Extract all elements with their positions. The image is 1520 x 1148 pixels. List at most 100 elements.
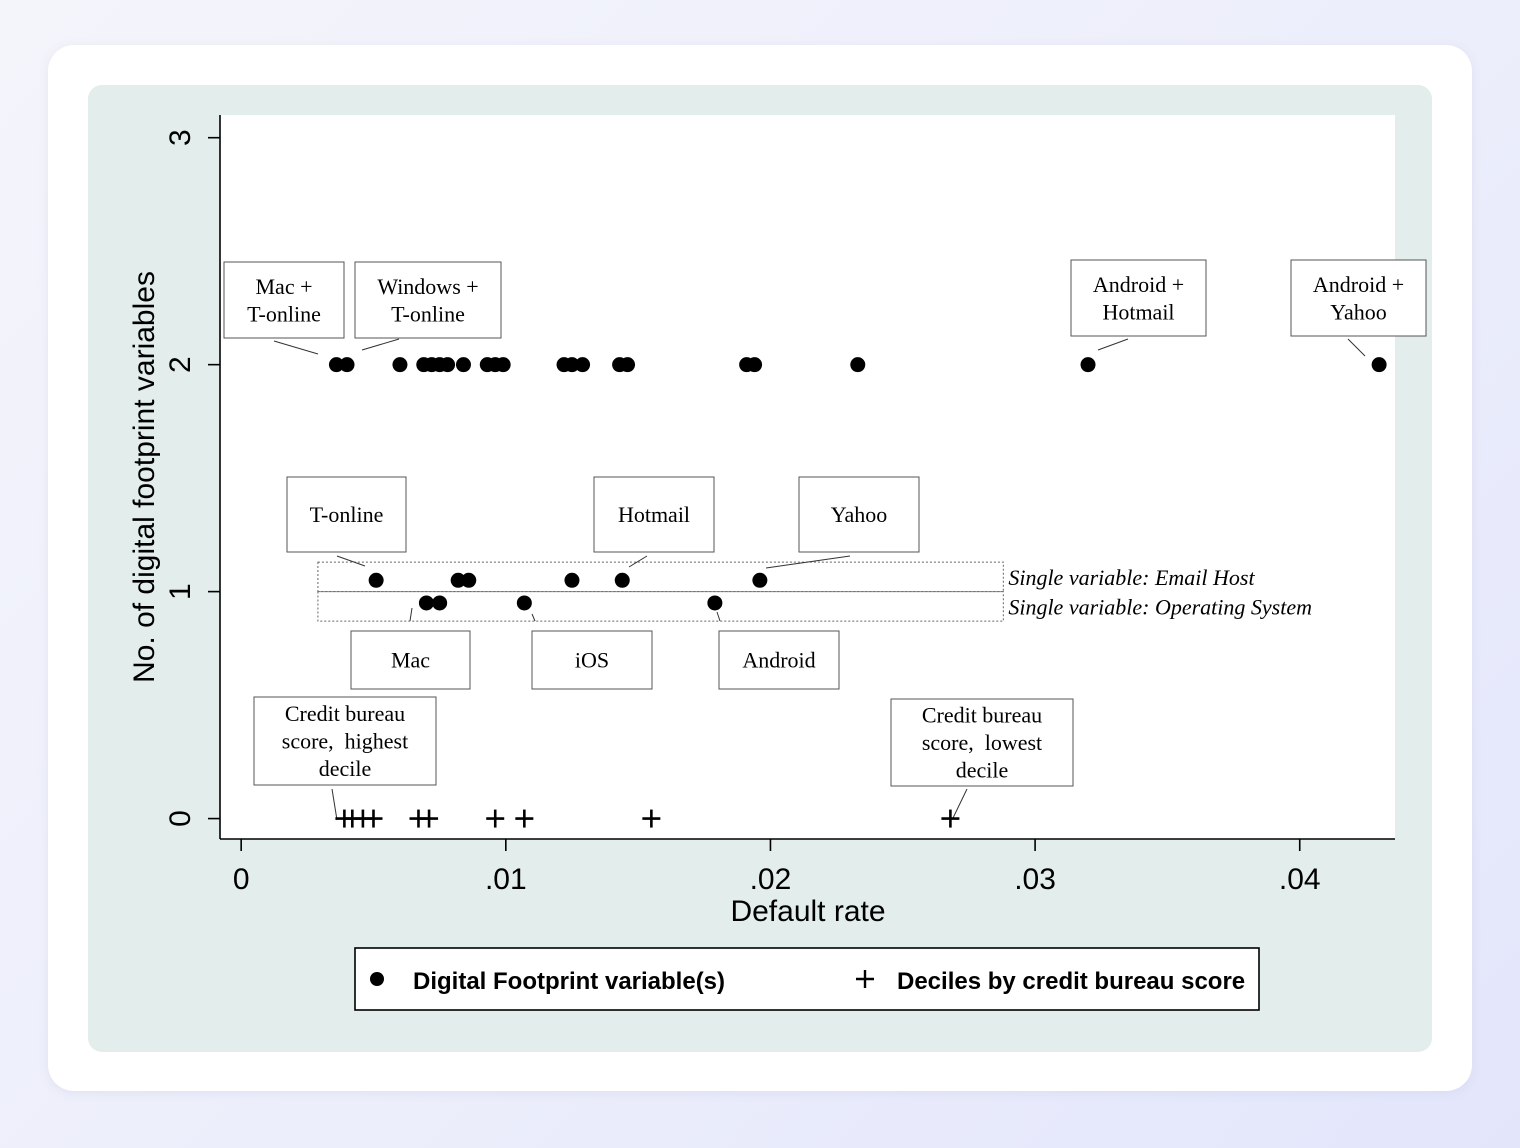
footprint-point bbox=[850, 357, 866, 373]
y-tick-label: 2 bbox=[164, 356, 197, 373]
footprint-point bbox=[339, 357, 355, 373]
footprint-point bbox=[752, 572, 768, 588]
decile-point bbox=[486, 809, 505, 828]
y-tick-label: 1 bbox=[164, 583, 197, 600]
legend-label-credit-deciles: Deciles by credit bureau score bbox=[897, 968, 1245, 995]
callout-box bbox=[890, 698, 1074, 787]
callout-text: Windows + bbox=[377, 274, 478, 299]
x-tick-label: .03 bbox=[1014, 863, 1056, 896]
annotation-callout: Mac bbox=[350, 607, 471, 690]
x-tick-label: .01 bbox=[485, 863, 527, 896]
annotation-callout: Windows +T-online bbox=[354, 261, 502, 351]
footprint-point bbox=[564, 572, 580, 588]
callout-leader-line bbox=[628, 555, 648, 568]
axes bbox=[219, 115, 1395, 840]
y-axis-title: No. of digital footprint variables bbox=[128, 271, 161, 683]
footprint-point bbox=[450, 572, 466, 588]
callout-text: decile bbox=[956, 758, 1009, 783]
footprint-point bbox=[516, 595, 532, 611]
callout-text: Yahoo bbox=[1330, 299, 1386, 324]
legend-circle-marker bbox=[370, 972, 384, 986]
callout-leader-line bbox=[331, 788, 338, 821]
decile-point bbox=[515, 809, 534, 828]
footprint-point bbox=[747, 357, 763, 373]
callout-text: score, highest bbox=[282, 729, 408, 754]
callout-box bbox=[798, 476, 920, 553]
footprint-point bbox=[564, 357, 580, 373]
callout-leader-line bbox=[336, 555, 366, 567]
footprint-point bbox=[440, 357, 456, 373]
x-ticks: 0 .01 .02 .03 .04 bbox=[233, 839, 1321, 896]
callout-text: decile bbox=[319, 756, 372, 781]
footprint-point bbox=[461, 572, 477, 588]
annotation-callout: Yahoo bbox=[765, 476, 920, 569]
callout-box bbox=[531, 630, 653, 690]
annotation-callout: Mac +T-online bbox=[223, 261, 345, 355]
annotation-callout: Android bbox=[716, 611, 840, 690]
data-points bbox=[328, 357, 1387, 828]
footprint-point bbox=[392, 357, 408, 373]
callout-box bbox=[223, 261, 345, 339]
callout-box bbox=[354, 261, 502, 339]
callout-text: iOS bbox=[575, 648, 609, 673]
group-box bbox=[317, 591, 1004, 622]
callout-leader-line bbox=[765, 555, 851, 569]
callout-text: Yahoo bbox=[831, 502, 887, 527]
decile-point bbox=[941, 809, 960, 828]
annotation-callout: T-online bbox=[286, 476, 407, 567]
callout-leader-line bbox=[716, 611, 721, 622]
footprint-point bbox=[707, 595, 723, 611]
footprint-point bbox=[328, 357, 344, 373]
footprint-point bbox=[614, 572, 630, 588]
decile-point bbox=[364, 809, 383, 828]
callout-text: Hotmail bbox=[1102, 299, 1174, 324]
y-tick-label: 0 bbox=[164, 810, 197, 827]
annotation-callout: Android +Yahoo bbox=[1290, 259, 1427, 357]
callout-text: Credit bureau bbox=[285, 701, 405, 726]
footprint-point bbox=[575, 357, 591, 373]
callout-leader-line bbox=[409, 607, 413, 622]
legend-plus-marker bbox=[856, 970, 874, 988]
annotation-callout: iOS bbox=[531, 613, 653, 690]
callout-text: Mac + bbox=[256, 274, 313, 299]
footprint-point bbox=[620, 357, 636, 373]
callout-box bbox=[718, 630, 840, 690]
group-box bbox=[317, 561, 1004, 593]
annotation-callout: Android +Hotmail bbox=[1070, 259, 1207, 351]
callout-box bbox=[1290, 259, 1427, 337]
callout-text: score, lowest bbox=[922, 730, 1042, 755]
group-boxes: Single variable: Email Host Single variab… bbox=[317, 561, 1312, 622]
callout-text: T-online bbox=[391, 301, 465, 326]
footprint-point bbox=[1080, 357, 1096, 373]
footprint-point bbox=[368, 572, 384, 588]
group-label: Single variable: Email Host bbox=[1008, 565, 1255, 590]
callout-box bbox=[286, 476, 407, 553]
legend: Digital Footprint variable(s) Deciles by… bbox=[354, 947, 1260, 1011]
y-tick-label: 3 bbox=[164, 129, 197, 146]
x-tick-label: .02 bbox=[750, 863, 792, 896]
callout-text: T-online bbox=[310, 502, 384, 527]
group-label: Single variable: Operating System bbox=[1008, 594, 1312, 619]
x-axis-title: Default rate bbox=[730, 895, 885, 928]
callout-box bbox=[350, 630, 471, 690]
footprint-point bbox=[455, 357, 471, 373]
annotation-callout: Hotmail bbox=[593, 476, 715, 568]
legend-box bbox=[354, 947, 1260, 1011]
callout-box bbox=[253, 696, 437, 786]
callout-text: Android + bbox=[1093, 272, 1184, 297]
x-tick-label: 0 bbox=[233, 863, 250, 896]
footprint-point bbox=[432, 595, 448, 611]
callout-leader-line bbox=[273, 340, 319, 355]
callout-box bbox=[593, 476, 715, 553]
callout-text: Credit bureau bbox=[922, 703, 1042, 728]
footprint-point bbox=[1371, 357, 1387, 373]
callout-text: Android bbox=[742, 648, 815, 673]
callout-text: Android + bbox=[1313, 272, 1404, 297]
callout-box bbox=[1070, 259, 1207, 337]
callout-text: Hotmail bbox=[618, 502, 690, 527]
callout-leader-line bbox=[1347, 338, 1366, 357]
